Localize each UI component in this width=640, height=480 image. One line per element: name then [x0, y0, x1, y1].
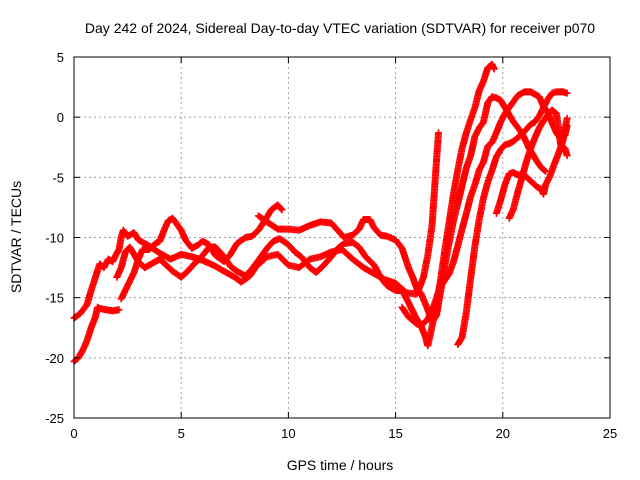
- y-axis: -25 -20 -15 -10 -5 0 5: [45, 50, 610, 426]
- data-point: [563, 89, 571, 97]
- x-tick-label: 10: [281, 426, 295, 441]
- series-track-i: [505, 106, 571, 222]
- data-point: [115, 306, 123, 314]
- y-tick-label: -20: [45, 351, 64, 366]
- y-tick-label: -25: [45, 411, 64, 426]
- data-point: [563, 152, 571, 160]
- series-track-f: [398, 88, 571, 329]
- x-tick-label: 5: [178, 426, 185, 441]
- series-track-a: [70, 303, 123, 365]
- data-point: [434, 129, 442, 137]
- y-tick-label: -10: [45, 231, 64, 246]
- y-tick-label: -5: [52, 170, 64, 185]
- y-tick-label: 0: [57, 110, 64, 125]
- data-point: [277, 205, 285, 213]
- data-markers: [70, 60, 571, 365]
- data-point: [490, 65, 498, 73]
- data-point: [563, 114, 571, 122]
- x-tick-label: 15: [388, 426, 402, 441]
- chart-title: Day 242 of 2024, Sidereal Day-to-day VTE…: [85, 20, 595, 36]
- x-axis: 0 5 10 15 20 25: [70, 57, 617, 441]
- y-tick-label: 5: [57, 50, 64, 65]
- x-axis-label: GPS time / hours: [287, 457, 394, 473]
- y-axis-label: SDTVAR / TECUs: [8, 181, 24, 293]
- series-track-g: [454, 88, 571, 349]
- data-point: [541, 166, 549, 174]
- x-tick-label: 20: [496, 426, 510, 441]
- data-point: [542, 167, 550, 175]
- x-tick-label: 0: [70, 426, 77, 441]
- x-tick-label: 25: [603, 426, 617, 441]
- y-tick-label: -15: [45, 291, 64, 306]
- series-track-b: [70, 129, 442, 322]
- data-point: [278, 206, 286, 214]
